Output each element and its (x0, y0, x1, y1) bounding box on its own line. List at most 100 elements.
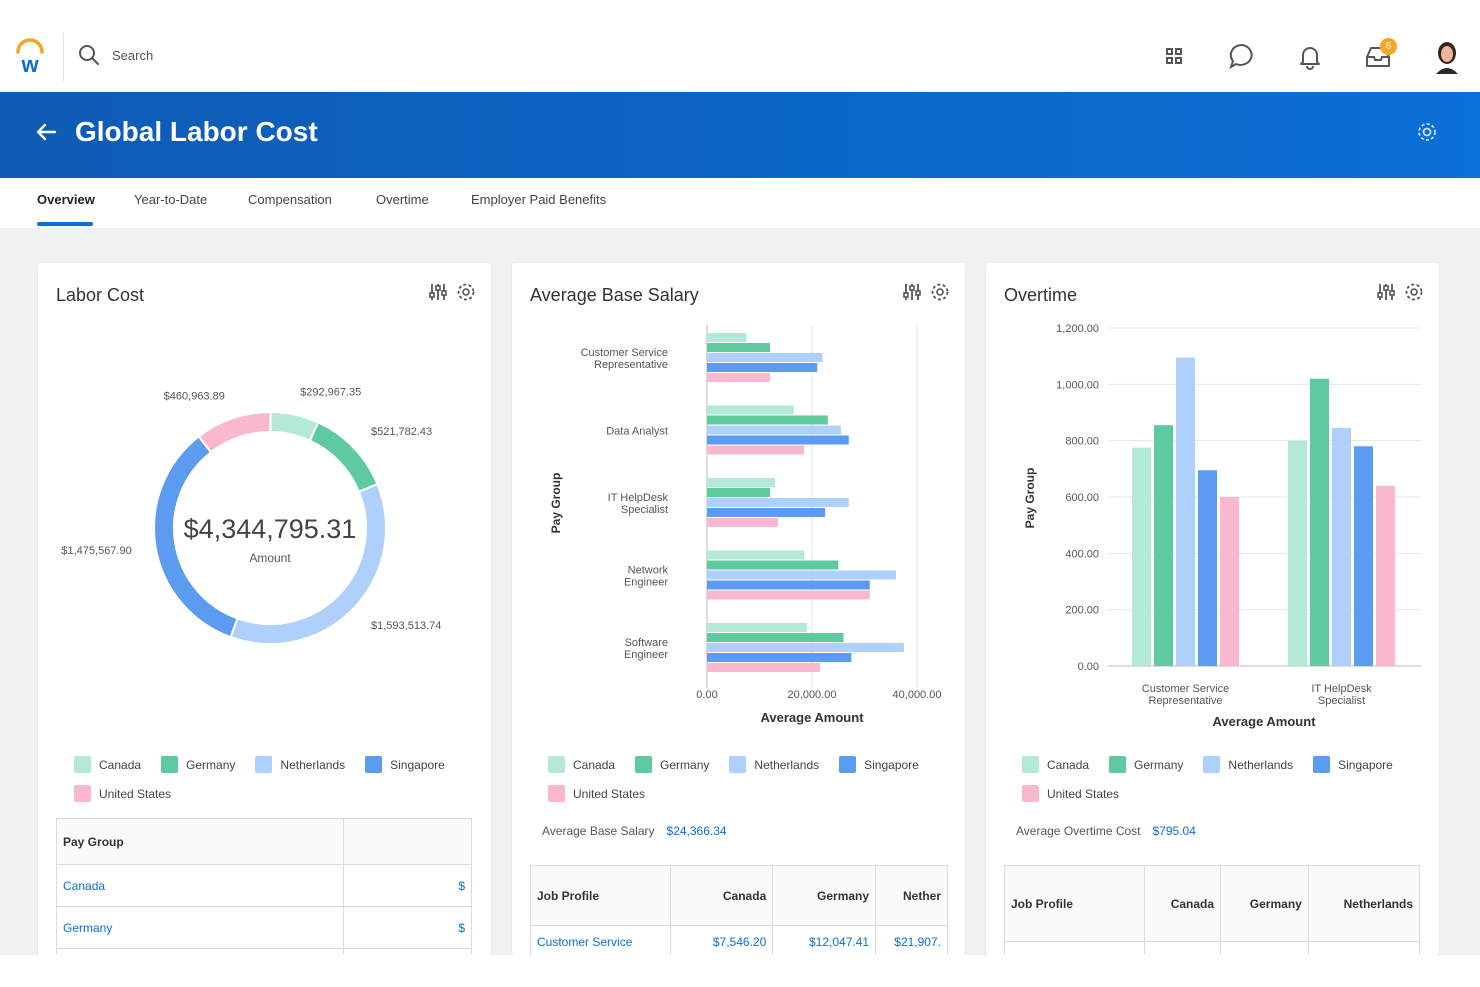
apps-grid-icon[interactable] (1161, 42, 1189, 70)
donut-slice-united-states (197, 411, 272, 454)
bar-germany (1154, 425, 1173, 666)
tab-employer-paid-benefits[interactable]: Employer Paid Benefits (471, 192, 607, 207)
legend-swatch-singapore (365, 756, 383, 773)
x-axis-label: Average Amount (760, 710, 864, 725)
page-title: Global Labor Cost (75, 116, 318, 147)
bar-singapore (1354, 446, 1373, 666)
legend-item[interactable]: United States (74, 785, 171, 802)
overtime-bar-chart: 0.00 200.00 400.00 600.00 800.00 1,000.00 1,20… (1023, 323, 1421, 729)
settings-gear-icon[interactable] (1415, 120, 1439, 144)
table-row: Germany $ (56, 906, 472, 949)
legend-item[interactable]: Canada (74, 756, 141, 773)
table-cell[interactable]: $12,047.41 (772, 925, 877, 955)
bar-netherlands (707, 425, 841, 435)
bar-singapore (707, 508, 826, 517)
y-category-label: Software (625, 637, 668, 649)
tab-overview[interactable]: Overview (37, 192, 95, 207)
workday-logo[interactable]: w (14, 38, 46, 76)
bar-canada (707, 550, 805, 560)
y-tick-label: 200.00 (1065, 605, 1099, 617)
bar-netherlands (707, 353, 823, 362)
bar-singapore (707, 435, 849, 445)
table-header: Canada (1143, 865, 1222, 942)
donut-slice-germany (308, 421, 379, 494)
y-category-label: Data Analyst (606, 426, 668, 438)
table-header (343, 818, 472, 865)
bar-singapore (707, 363, 818, 372)
table-cell[interactable]: $21,907. (875, 925, 948, 955)
y-category-label: Customer Service (581, 347, 668, 359)
table-header: Germany (772, 865, 877, 926)
y-tick-label: 1,000.00 (1056, 379, 1099, 391)
average-base-salary-bar-chart: 0.00 20,000.00 40,000.00 Average Amount Pay … (549, 325, 942, 725)
tab-compensation[interactable]: Compensation (248, 192, 332, 207)
legend-swatch-canada (74, 756, 91, 773)
tab-overtime[interactable]: Overtime (376, 192, 429, 207)
legend-item[interactable]: Netherlands (729, 756, 819, 773)
bar-united-states (1376, 485, 1395, 666)
bar-germany (707, 415, 828, 425)
y-axis-label: Pay Group (1023, 468, 1037, 529)
table-cell-link[interactable]: Canada (56, 864, 344, 907)
page-banner (0, 92, 1480, 178)
bar-germany (707, 633, 844, 642)
legend-swatch-singapore (839, 756, 857, 773)
x-tick-label: 40,000.00 (893, 689, 942, 701)
legend-item[interactable]: Singapore (1313, 756, 1393, 773)
donut-data-label: $1,593,513.74 (371, 620, 441, 632)
legend-item[interactable]: Canada (1022, 756, 1089, 773)
x-category-label: Representative (1149, 695, 1223, 707)
bar-united-states (1220, 497, 1239, 666)
search-input[interactable]: Search (112, 47, 154, 63)
bar-singapore (707, 653, 852, 662)
labor-cost-table: Pay Group Canada $ Germany $ (56, 818, 472, 955)
table-cell-link[interactable]: Customer Service (530, 925, 671, 955)
legend-item[interactable]: Germany (635, 756, 709, 773)
chat-icon[interactable] (1228, 42, 1256, 70)
filter-sliders-icon[interactable] (427, 281, 449, 303)
legend-item[interactable]: Netherlands (255, 756, 345, 773)
legend-item[interactable]: United States (1022, 785, 1119, 802)
table-cell[interactable]: $7,546.20 (669, 925, 774, 955)
gear-icon[interactable] (455, 281, 477, 303)
x-category-label: IT HelpDesk (1311, 683, 1372, 695)
gear-icon[interactable] (1403, 281, 1425, 303)
back-arrow-icon[interactable] (35, 121, 57, 143)
card-title: Average Base Salary (530, 285, 699, 305)
donut-data-label: $1,475,567.90 (61, 545, 131, 557)
x-category-label: Specialist (1318, 695, 1365, 707)
bar-united-states (707, 445, 805, 455)
legend-item[interactable]: Singapore (365, 756, 445, 773)
y-category-label: Representative (594, 359, 668, 371)
page-bottom (0, 955, 1480, 987)
bar-canada (707, 478, 776, 487)
legend-swatch-canada (1022, 756, 1039, 773)
bell-icon[interactable] (1296, 42, 1324, 70)
avatar[interactable] (1432, 40, 1462, 74)
gear-icon[interactable] (929, 281, 951, 303)
legend-item[interactable]: Germany (1109, 756, 1183, 773)
y-category-label: IT HelpDesk (608, 492, 669, 504)
tab-year-to-date[interactable]: Year-to-Date (134, 192, 208, 207)
table-cell[interactable]: $ (343, 864, 472, 907)
legend-item[interactable]: Singapore (839, 756, 919, 773)
table-cell-link[interactable]: Germany (56, 906, 344, 949)
bar-singapore (1198, 470, 1217, 666)
legend-item[interactable]: Canada (548, 756, 615, 773)
filter-sliders-icon[interactable] (1375, 281, 1397, 303)
salary-legend: Canada Germany Netherlands Singapore Uni… (548, 756, 948, 802)
labor-cost-legend: Canada Germany Netherlands Singapore Uni… (74, 756, 474, 802)
search-box[interactable]: Search (78, 44, 153, 66)
header-divider (63, 33, 64, 81)
inbox-icon[interactable] (1364, 42, 1392, 70)
notification-badge: 6 (1380, 38, 1397, 55)
legend-swatch-singapore (1313, 756, 1331, 773)
table-cell[interactable]: $ (343, 906, 472, 949)
legend-item[interactable]: United States (548, 785, 645, 802)
bar-netherlands (707, 570, 896, 580)
filter-sliders-icon[interactable] (901, 281, 923, 303)
donut-data-label: $460,963.89 (164, 390, 225, 402)
legend-item[interactable]: Germany (161, 756, 235, 773)
x-category-label: Customer Service (1142, 683, 1229, 695)
legend-item[interactable]: Netherlands (1203, 756, 1293, 773)
